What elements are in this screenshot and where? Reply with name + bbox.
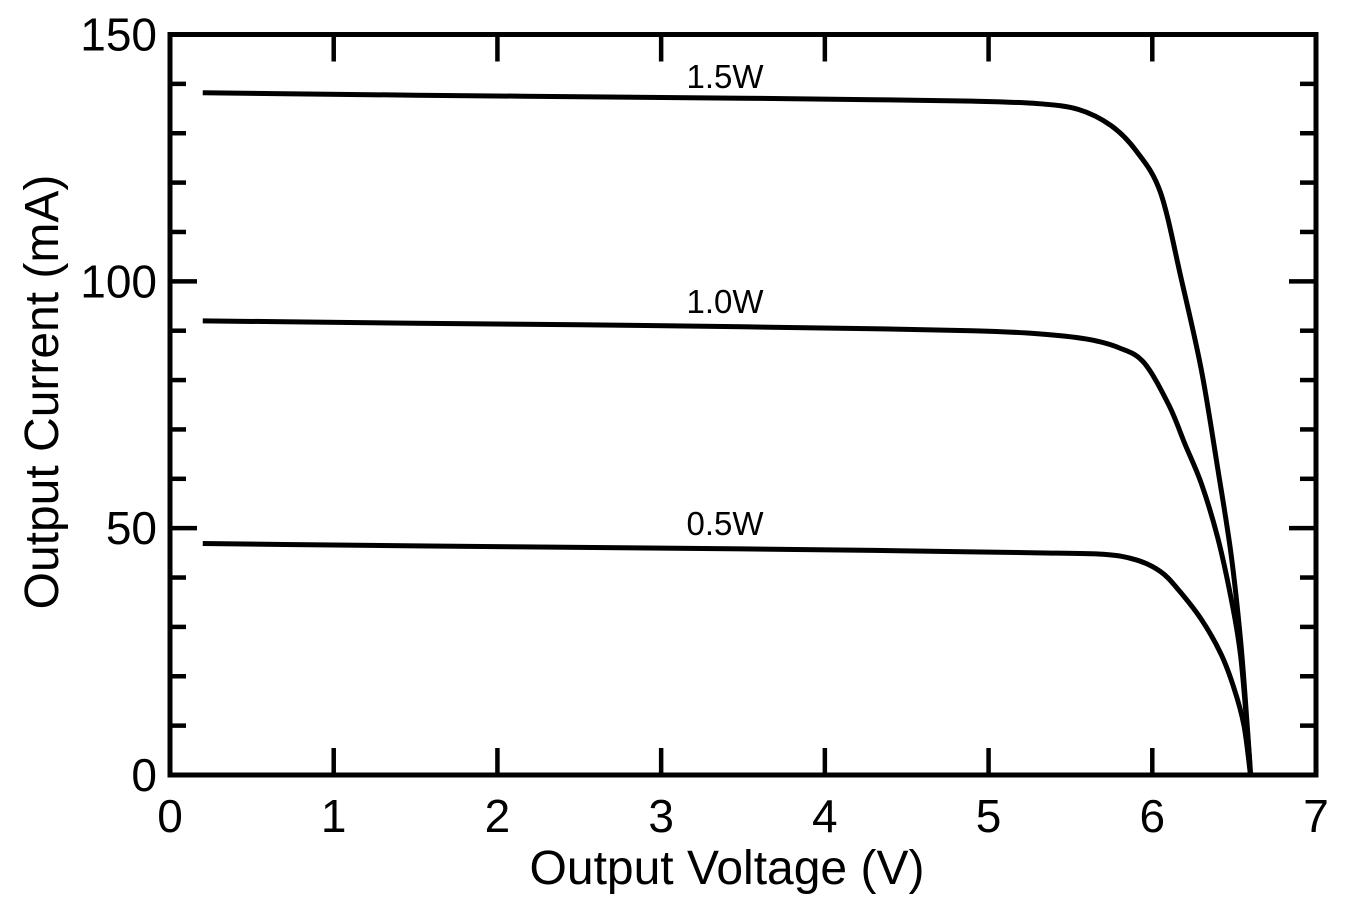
x-tick-label: 5	[976, 790, 1002, 842]
y-tick-label: 150	[80, 9, 157, 61]
y-tick-label: 50	[106, 502, 157, 554]
x-tick-label: 6	[1139, 790, 1165, 842]
curve-label-1.5W: 1.5W	[686, 58, 764, 95]
x-tick-label: 1	[321, 790, 347, 842]
y-axis-title: Output Current (mA)	[16, 175, 69, 610]
y-tick-label: 100	[80, 255, 157, 307]
x-tick-label: 3	[648, 790, 674, 842]
curve-label-0.5W: 0.5W	[686, 505, 764, 542]
curve-1.0W	[202, 318, 1253, 776]
x-axis-title: Output Voltage (V)	[530, 842, 925, 895]
curve-label-1.0W: 1.0W	[686, 283, 764, 320]
y-tick-label: 0	[131, 749, 157, 801]
plot-area: 0 1 2 3 4 5 6 7 0 50 100 150 1.5W 1.0W 0.5W	[80, 9, 1329, 843]
x-tick-label: 4	[812, 790, 838, 842]
curve-0.5W	[202, 540, 1253, 776]
curve-1.5W	[202, 90, 1253, 776]
x-tick-label: 7	[1303, 790, 1329, 842]
x-tick-label: 2	[485, 790, 511, 842]
x-tick-label: 0	[157, 790, 183, 842]
axes-frame	[167, 32, 1319, 778]
